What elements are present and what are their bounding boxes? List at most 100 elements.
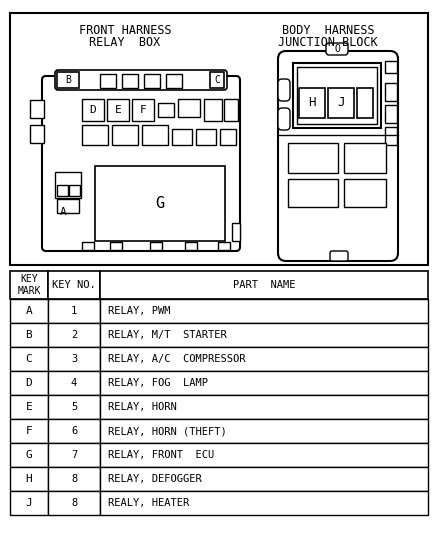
Bar (385, 61, 397, 73)
Text: G: G (155, 196, 165, 211)
Text: RELAY, PWM: RELAY, PWM (108, 306, 170, 316)
Bar (57, 72, 79, 88)
Bar (10, 13, 428, 265)
Bar (220, 129, 236, 145)
FancyBboxPatch shape (278, 79, 290, 101)
Text: B: B (65, 75, 71, 85)
Bar (48, 395, 100, 419)
Text: 3: 3 (71, 354, 77, 364)
FancyBboxPatch shape (330, 251, 348, 261)
Text: B: B (26, 330, 32, 340)
Bar (100, 347, 428, 371)
Bar (10, 347, 48, 371)
Bar (150, 242, 162, 250)
Text: J: J (337, 96, 345, 109)
Bar (100, 271, 428, 299)
FancyBboxPatch shape (326, 43, 348, 55)
Bar (10, 491, 48, 515)
Bar (48, 347, 100, 371)
Bar (196, 129, 216, 145)
FancyBboxPatch shape (55, 70, 227, 90)
Text: A: A (26, 306, 32, 316)
Bar (10, 395, 48, 419)
Bar (385, 105, 397, 123)
Bar (100, 371, 428, 395)
Text: G: G (26, 450, 32, 460)
Text: 4: 4 (71, 378, 77, 388)
Bar (100, 395, 428, 419)
Bar (82, 125, 108, 145)
Text: RELAY  BOX: RELAY BOX (89, 36, 161, 49)
Text: RELAY, HORN: RELAY, HORN (108, 402, 177, 412)
Bar (357, 88, 373, 118)
Text: J: J (26, 498, 32, 508)
Bar (142, 125, 168, 145)
Text: O: O (334, 44, 340, 54)
Text: D: D (26, 378, 32, 388)
Bar (10, 299, 48, 323)
Bar (10, 271, 48, 299)
Text: A: A (60, 207, 67, 217)
Bar (10, 467, 48, 491)
Bar (30, 125, 44, 143)
Bar (293, 63, 381, 128)
FancyBboxPatch shape (278, 51, 398, 261)
Text: RELAY, FOG  LAMP: RELAY, FOG LAMP (108, 378, 208, 388)
Text: C: C (214, 75, 220, 85)
Bar (100, 491, 428, 515)
Bar (328, 88, 354, 118)
Text: JUNCTION BLOCK: JUNCTION BLOCK (278, 36, 378, 49)
Text: 5: 5 (71, 402, 77, 412)
Text: 1: 1 (71, 306, 77, 316)
Bar (122, 74, 138, 88)
Bar (100, 467, 428, 491)
Text: REALY, HEATER: REALY, HEATER (108, 498, 189, 508)
Bar (100, 299, 428, 323)
Bar (48, 323, 100, 347)
Bar (204, 99, 222, 121)
Text: C: C (26, 354, 32, 364)
Bar (299, 88, 325, 118)
Bar (10, 419, 48, 443)
Bar (166, 74, 182, 88)
Bar (112, 125, 138, 145)
Bar (132, 99, 154, 121)
Bar (185, 242, 197, 250)
Bar (385, 127, 397, 145)
Text: 8: 8 (71, 498, 77, 508)
Text: FRONT HARNESS: FRONT HARNESS (79, 23, 171, 36)
Bar (57, 185, 68, 196)
Bar (100, 323, 428, 347)
Bar (10, 443, 48, 467)
Bar (48, 467, 100, 491)
Bar (224, 99, 238, 121)
Bar (48, 443, 100, 467)
Text: KEY
MARK: KEY MARK (17, 274, 41, 296)
Bar (297, 67, 377, 124)
Bar (158, 103, 174, 117)
Bar (48, 419, 100, 443)
FancyBboxPatch shape (278, 108, 290, 130)
Text: RELAY, A/C  COMPRESSOR: RELAY, A/C COMPRESSOR (108, 354, 246, 364)
Bar (69, 185, 80, 196)
Text: H: H (308, 96, 316, 109)
Bar (218, 242, 230, 250)
Bar (48, 299, 100, 323)
Text: H: H (26, 474, 32, 484)
Bar (144, 74, 160, 88)
Bar (178, 99, 200, 117)
Text: F: F (140, 105, 146, 115)
Text: BODY  HARNESS: BODY HARNESS (282, 23, 374, 36)
Bar (10, 371, 48, 395)
Bar (107, 99, 129, 121)
Bar (232, 223, 240, 241)
Bar (344, 179, 386, 207)
Bar (288, 179, 338, 207)
Bar (288, 143, 338, 173)
Bar (95, 166, 225, 241)
Text: RELAY, FRONT  ECU: RELAY, FRONT ECU (108, 450, 214, 460)
Text: PART  NAME: PART NAME (233, 280, 295, 290)
Text: 6: 6 (71, 426, 77, 436)
Text: D: D (90, 105, 96, 115)
Bar (82, 99, 104, 121)
